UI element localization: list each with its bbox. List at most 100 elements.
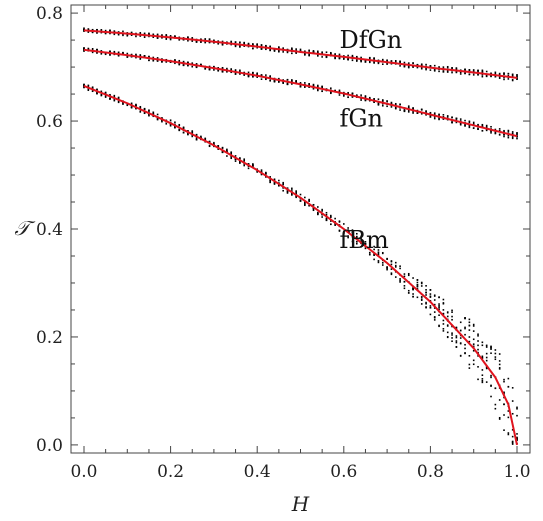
data-point (217, 67, 220, 69)
data-point (451, 116, 453, 119)
data-point (498, 77, 501, 79)
data-point (438, 314, 440, 317)
data-point (364, 96, 367, 98)
data-point (239, 45, 241, 48)
data-point (96, 32, 98, 34)
data-point (394, 261, 397, 264)
data-point (234, 45, 237, 48)
data-point (438, 305, 440, 307)
data-point (169, 119, 172, 122)
data-point (442, 302, 445, 304)
data-point (182, 60, 185, 63)
data-point (260, 47, 263, 50)
data-point (286, 79, 289, 81)
data-point (234, 73, 237, 75)
data-point (399, 61, 401, 64)
data-point (104, 96, 107, 98)
data-point (213, 69, 215, 71)
data-point (330, 91, 332, 94)
data-point (511, 131, 514, 133)
data-point (299, 85, 302, 88)
data-point (91, 48, 94, 50)
data-point (429, 69, 432, 71)
data-point (347, 229, 349, 232)
data-point (503, 73, 505, 75)
data-point (334, 224, 336, 226)
data-point (446, 70, 449, 73)
data-point (191, 37, 194, 39)
data-point (416, 283, 419, 286)
data-point (126, 52, 129, 55)
data-point (321, 51, 323, 53)
data-point (433, 69, 436, 72)
data-point (278, 49, 280, 52)
data-point (204, 41, 207, 44)
data-point (477, 124, 479, 127)
data-point (459, 73, 462, 75)
data-point (178, 123, 181, 126)
data-point (161, 117, 163, 119)
data-point (104, 95, 107, 97)
data-point (213, 39, 215, 42)
data-point (472, 127, 475, 129)
data-point (516, 74, 518, 76)
data-point (425, 289, 427, 291)
data-point (464, 352, 466, 354)
data-point (221, 40, 224, 43)
data-point (425, 291, 427, 294)
data-point (269, 49, 271, 52)
data-point (399, 279, 401, 282)
data-point (295, 48, 297, 50)
data-point (174, 35, 176, 37)
data-point (459, 342, 462, 344)
data-point (481, 124, 484, 127)
data-point (152, 59, 155, 62)
data-point (412, 108, 414, 110)
data-point (446, 325, 449, 327)
data-point (442, 323, 445, 325)
data-point (317, 84, 319, 87)
data-point (507, 74, 510, 77)
data-point (511, 73, 514, 76)
data-point (399, 103, 401, 106)
data-point (394, 60, 397, 63)
data-point (100, 93, 103, 96)
data-point (503, 380, 505, 383)
series-labels: DfGn fGn fBm (339, 26, 402, 254)
data-point (503, 76, 505, 79)
data-point (481, 374, 484, 377)
data-point (511, 387, 514, 389)
data-point (221, 69, 224, 72)
data-point (412, 293, 414, 295)
data-point (299, 81, 302, 84)
data-point (282, 189, 284, 192)
data-point (438, 308, 440, 310)
data-point (347, 58, 349, 61)
data-point (494, 387, 497, 389)
data-point (161, 61, 163, 63)
data-point (386, 63, 388, 65)
data-point (321, 216, 323, 218)
data-point (195, 133, 198, 136)
data-point (312, 83, 315, 86)
data-point (355, 59, 358, 61)
data-point (377, 251, 380, 254)
data-point (239, 72, 241, 75)
data-point (96, 49, 98, 52)
scatter-points (83, 27, 518, 445)
data-point (472, 323, 475, 326)
data-point (117, 33, 120, 35)
data-point (347, 235, 349, 237)
data-point (451, 332, 453, 334)
data-point (312, 207, 315, 210)
data-point (468, 355, 471, 357)
data-point (455, 335, 458, 337)
data-point (187, 64, 189, 67)
data-point (343, 223, 345, 225)
data-point (477, 355, 479, 357)
data-point (195, 40, 198, 43)
data-point (343, 57, 345, 59)
data-point (321, 90, 323, 92)
data-point (269, 181, 271, 184)
data-point (403, 61, 406, 64)
